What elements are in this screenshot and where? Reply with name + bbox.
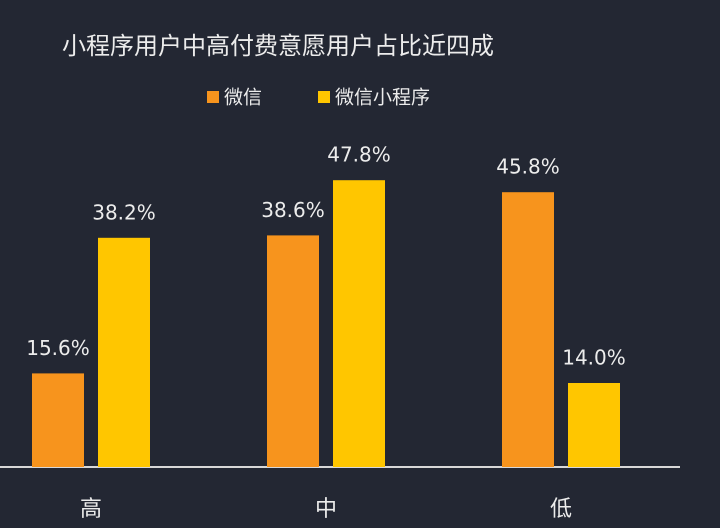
chart-title: 小程序用户中高付费意愿用户占比近四成 bbox=[62, 32, 494, 60]
value-label: 15.6% bbox=[26, 336, 90, 360]
bar bbox=[568, 383, 620, 467]
legend-label: 微信小程序 bbox=[335, 87, 430, 109]
value-label: 47.8% bbox=[327, 143, 391, 167]
value-label: 38.2% bbox=[92, 200, 156, 224]
value-label: 38.6% bbox=[261, 198, 325, 222]
legend-label: 微信 bbox=[224, 87, 262, 109]
value-label: 14.0% bbox=[562, 346, 626, 370]
bar bbox=[502, 192, 554, 467]
bar bbox=[32, 373, 84, 467]
bar bbox=[267, 235, 319, 467]
bar bbox=[98, 237, 150, 467]
x-tick-label: 低 bbox=[550, 497, 572, 522]
x-tick-label: 高 bbox=[80, 497, 102, 522]
value-label: 45.8% bbox=[496, 155, 560, 179]
legend-swatch bbox=[318, 91, 330, 103]
x-tick-label: 中 bbox=[315, 497, 337, 522]
legend-swatch bbox=[207, 91, 219, 103]
bar bbox=[333, 180, 385, 467]
